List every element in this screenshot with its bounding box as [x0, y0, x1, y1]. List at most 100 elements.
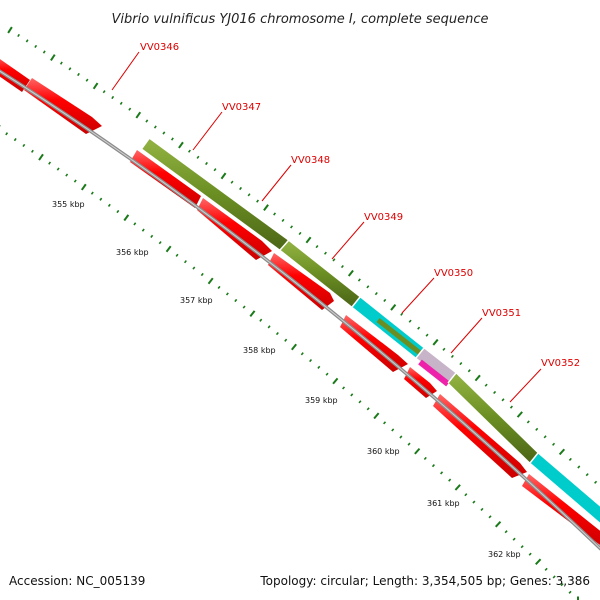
outer-ring-minor-tick	[383, 298, 387, 303]
outer-ring-minor-tick	[467, 369, 471, 373]
inner-ring-minor-tick	[284, 338, 288, 342]
gene-label-vv0352[interactable]: VV0352	[541, 358, 580, 369]
outer-ring-minor-tick	[552, 442, 556, 446]
outer-ring-minor-tick	[543, 435, 547, 439]
gene-separator	[529, 452, 539, 464]
outer-ring-minor-tick	[42, 50, 46, 54]
outer-ring-minor-tick	[417, 326, 421, 330]
tick-ring-outer	[7, 26, 598, 484]
inner-ring-minor-tick	[150, 234, 154, 238]
gene-separator	[279, 239, 290, 251]
outer-ring-minor-tick	[145, 119, 149, 123]
outer-ring-minor-tick	[273, 212, 277, 216]
inner-ring-major-tick	[38, 153, 44, 161]
outer-ring-minor-tick	[196, 155, 200, 159]
outer-ring-major-tick	[305, 236, 312, 244]
outer-ring-minor-tick	[102, 90, 106, 94]
gene-label-vv0351[interactable]: VV0351	[482, 308, 521, 319]
outer-ring-minor-tick	[77, 72, 80, 77]
gene-bar-vv0347-0348[interactable]	[142, 139, 288, 250]
outer-ring-minor-tick	[526, 420, 530, 424]
outer-ring-minor-tick	[25, 39, 29, 43]
inner-ring-minor-tick	[448, 478, 452, 482]
inner-ring-minor-tick	[399, 435, 403, 439]
outer-ring-major-tick	[432, 338, 439, 346]
cds-arrow-vv0346[interactable]	[24, 78, 102, 134]
gene-label-vv0350[interactable]: VV0350	[434, 268, 473, 279]
inner-ring-minor-tick	[259, 318, 263, 322]
inner-ring-minor-tick	[48, 161, 52, 165]
gene-label-vv0349[interactable]: VV0349	[364, 212, 403, 223]
outer-ring-minor-tick	[366, 285, 370, 289]
outer-ring-minor-tick	[425, 333, 429, 337]
outer-ring-minor-tick	[256, 199, 260, 203]
cds-arrow-vv0349[interactable]	[268, 253, 334, 310]
outer-ring-minor-tick	[128, 107, 132, 111]
outer-ring-minor-tick	[153, 125, 157, 129]
kbp-label-356: 356 kbp	[116, 248, 149, 257]
outer-ring-minor-tick	[213, 168, 217, 172]
inner-ring-minor-tick	[464, 493, 468, 497]
rrna-bar-end[interactable]	[530, 453, 600, 523]
kbp-label-355: 355 kbp	[52, 200, 85, 209]
cds-arrow-vv0347[interactable]	[130, 150, 201, 208]
inner-ring-minor-tick	[520, 545, 524, 549]
gene-label-vv0346[interactable]: VV0346	[140, 42, 179, 53]
inner-ring-minor-tick	[141, 228, 145, 232]
inner-ring-minor-tick	[56, 167, 60, 171]
trna-bar-vv0351[interactable]	[418, 359, 450, 387]
gene-stripe-vv0350	[376, 318, 422, 355]
outer-ring-minor-tick	[577, 465, 581, 469]
outer-ring-major-tick	[50, 54, 56, 62]
map-title: Vibrio vulnificus YJ016 chromosome I, co…	[111, 12, 488, 27]
kbp-label-360: 360 kbp	[367, 447, 400, 456]
outer-ring-minor-tick	[374, 292, 378, 296]
leader-vv0351	[450, 317, 483, 354]
outer-ring-major-tick	[263, 204, 269, 211]
outer-ring-minor-tick	[450, 354, 454, 359]
inner-ring-minor-tick	[22, 143, 26, 148]
inner-ring-major-tick	[249, 310, 256, 317]
outer-ring-minor-tick	[408, 319, 412, 323]
inner-ring-minor-tick	[472, 500, 476, 504]
kbp-label-361: 361 kbp	[427, 499, 460, 508]
inner-ring-major-tick	[165, 245, 172, 253]
sequence-summary: Topology: circular; Length: 3,354,505 bp…	[259, 574, 590, 588]
gene-label-vv0347[interactable]: VV0347	[222, 102, 261, 113]
inner-ring-minor-tick	[133, 222, 137, 226]
leader-vv0347	[192, 111, 223, 151]
cds-arrow-vv0350[interactable]	[340, 315, 408, 372]
cds-arrow-vv0348[interactable]	[197, 198, 272, 260]
gene-label-vv0348[interactable]: VV0348	[291, 155, 330, 166]
backbone	[0, 69, 600, 551]
accession-text: Accession: NC_005139	[9, 574, 145, 588]
inner-ring-minor-tick	[30, 149, 34, 153]
inner-ring-major-tick	[535, 558, 542, 566]
outer-ring-major-tick	[516, 411, 523, 418]
outer-ring-minor-tick	[501, 398, 505, 402]
outer-ring-minor-tick	[162, 131, 166, 135]
leader-vv0352	[509, 368, 542, 403]
inner-ring-minor-tick	[391, 428, 395, 432]
leader-vv0346	[111, 51, 140, 91]
inner-ring-major-tick	[414, 447, 421, 455]
outer-ring-minor-tick	[323, 251, 327, 255]
inner-ring-minor-tick	[552, 575, 556, 579]
kbp-label-362: 362 kbp	[488, 550, 521, 559]
inner-ring-minor-tick	[504, 530, 508, 534]
gene-separator	[447, 372, 457, 384]
inner-ring-minor-tick	[13, 137, 17, 142]
gene-bar-vv0349[interactable]	[280, 240, 360, 307]
gene-separator	[351, 296, 361, 308]
inner-ring-minor-tick	[350, 393, 354, 397]
inner-ring-minor-tick	[325, 372, 329, 376]
inner-ring-minor-tick	[99, 197, 103, 201]
outer-ring-minor-tick	[459, 361, 463, 366]
kbp-label-357: 357 kbp	[180, 296, 213, 305]
outer-ring-minor-tick	[247, 193, 251, 197]
gene-bar-vv0352[interactable]	[447, 373, 539, 463]
misc-bar-vv0351[interactable]	[416, 348, 456, 383]
cds-arrow-vv0351[interactable]	[404, 367, 437, 398]
outer-ring-major-tick	[390, 304, 397, 311]
gene-track	[142, 139, 600, 523]
